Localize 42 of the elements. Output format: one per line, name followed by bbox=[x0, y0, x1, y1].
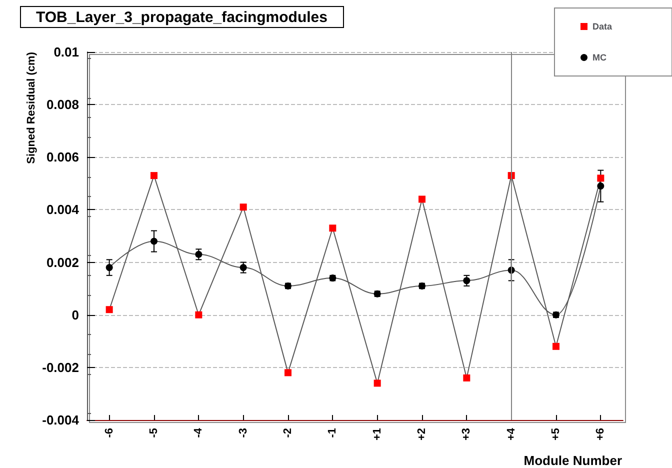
x-tick-label: -1 bbox=[326, 428, 339, 438]
x-tick-label: -4 bbox=[192, 427, 205, 438]
point bbox=[284, 369, 292, 376]
y-tick-label: -0.004 bbox=[42, 412, 80, 428]
point bbox=[240, 204, 247, 211]
point bbox=[195, 250, 202, 258]
x-tick-label: -5 bbox=[148, 428, 160, 438]
point bbox=[463, 374, 470, 382]
x-tick-label: -6 bbox=[103, 428, 116, 438]
point bbox=[195, 311, 202, 318]
y-tick-label: 0 bbox=[72, 307, 79, 322]
x-tick-label: +2 bbox=[416, 428, 428, 441]
point bbox=[106, 306, 113, 314]
point bbox=[150, 172, 158, 180]
legend-label: Data bbox=[592, 22, 613, 32]
x-tick-label: +4 bbox=[505, 427, 518, 441]
point bbox=[597, 182, 604, 190]
point bbox=[329, 224, 336, 232]
x-tick-label: +1 bbox=[371, 428, 384, 441]
chart-title: TOB_Layer_3_propagate_facingmodules bbox=[36, 9, 328, 26]
y-tick-label: 0.004 bbox=[46, 202, 80, 218]
point bbox=[240, 264, 247, 272]
y-tick-label: 0.008 bbox=[46, 97, 79, 112]
x-axis-title: Module Number bbox=[524, 453, 622, 468]
point bbox=[597, 174, 604, 182]
point bbox=[463, 277, 470, 284]
legend-label: MC bbox=[592, 52, 607, 62]
x-tick-label: +5 bbox=[550, 428, 562, 441]
point bbox=[374, 380, 381, 387]
y-tick-label: 0.01 bbox=[54, 44, 79, 60]
x-tick-label: +3 bbox=[460, 428, 473, 441]
x-tick-label: -3 bbox=[237, 428, 250, 438]
y-axis-title: Signed Residual (cm) bbox=[26, 52, 38, 164]
y-tick-label: -0.002 bbox=[42, 360, 79, 375]
y-tick-label: 0.006 bbox=[46, 150, 79, 165]
point bbox=[552, 342, 560, 350]
point bbox=[106, 264, 113, 272]
point bbox=[418, 196, 426, 203]
y-tick-label: 0.002 bbox=[46, 254, 79, 270]
x-tick-label: +6 bbox=[594, 428, 607, 441]
x-tick-label: -2 bbox=[282, 428, 294, 438]
point bbox=[150, 238, 158, 245]
